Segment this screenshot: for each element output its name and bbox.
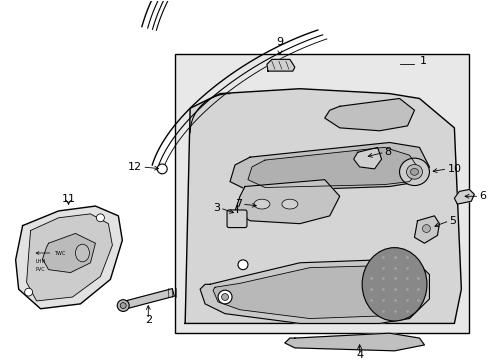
Polygon shape bbox=[185, 89, 460, 323]
Ellipse shape bbox=[75, 244, 89, 262]
Text: 7: 7 bbox=[234, 199, 242, 209]
Ellipse shape bbox=[157, 164, 167, 174]
Text: 4: 4 bbox=[355, 350, 363, 360]
Text: 9: 9 bbox=[276, 37, 283, 47]
Polygon shape bbox=[200, 260, 428, 323]
Text: 6: 6 bbox=[478, 191, 485, 201]
Ellipse shape bbox=[422, 225, 429, 233]
Ellipse shape bbox=[117, 300, 129, 311]
Ellipse shape bbox=[238, 260, 247, 270]
Polygon shape bbox=[235, 180, 339, 224]
Polygon shape bbox=[42, 233, 95, 273]
Text: TWC: TWC bbox=[53, 251, 64, 256]
Text: 5: 5 bbox=[448, 216, 455, 226]
Text: 8: 8 bbox=[384, 147, 391, 157]
Text: 11: 11 bbox=[61, 194, 75, 204]
Polygon shape bbox=[247, 147, 419, 188]
Text: 2: 2 bbox=[144, 315, 151, 324]
Polygon shape bbox=[414, 216, 439, 243]
Polygon shape bbox=[213, 266, 419, 319]
Ellipse shape bbox=[96, 214, 104, 222]
Ellipse shape bbox=[281, 199, 297, 209]
Polygon shape bbox=[122, 289, 174, 309]
Text: 3: 3 bbox=[213, 203, 220, 213]
Ellipse shape bbox=[406, 165, 422, 179]
Ellipse shape bbox=[24, 288, 33, 296]
Ellipse shape bbox=[409, 168, 418, 175]
Text: 10: 10 bbox=[447, 164, 461, 174]
Text: LHN: LHN bbox=[36, 259, 46, 264]
Ellipse shape bbox=[221, 294, 228, 301]
Polygon shape bbox=[453, 189, 473, 204]
Ellipse shape bbox=[218, 290, 231, 304]
Ellipse shape bbox=[399, 158, 428, 185]
Polygon shape bbox=[266, 59, 294, 71]
Ellipse shape bbox=[362, 248, 426, 321]
Ellipse shape bbox=[120, 303, 126, 309]
Ellipse shape bbox=[253, 199, 269, 209]
Text: 1: 1 bbox=[419, 56, 426, 66]
Bar bbox=[175, 54, 468, 333]
Text: 12: 12 bbox=[128, 162, 142, 172]
Polygon shape bbox=[26, 214, 112, 301]
Text: PVC: PVC bbox=[36, 267, 45, 272]
Polygon shape bbox=[229, 143, 428, 192]
Polygon shape bbox=[285, 333, 424, 351]
FancyBboxPatch shape bbox=[226, 210, 246, 228]
Polygon shape bbox=[16, 206, 122, 309]
Polygon shape bbox=[353, 147, 381, 169]
Polygon shape bbox=[324, 99, 414, 131]
